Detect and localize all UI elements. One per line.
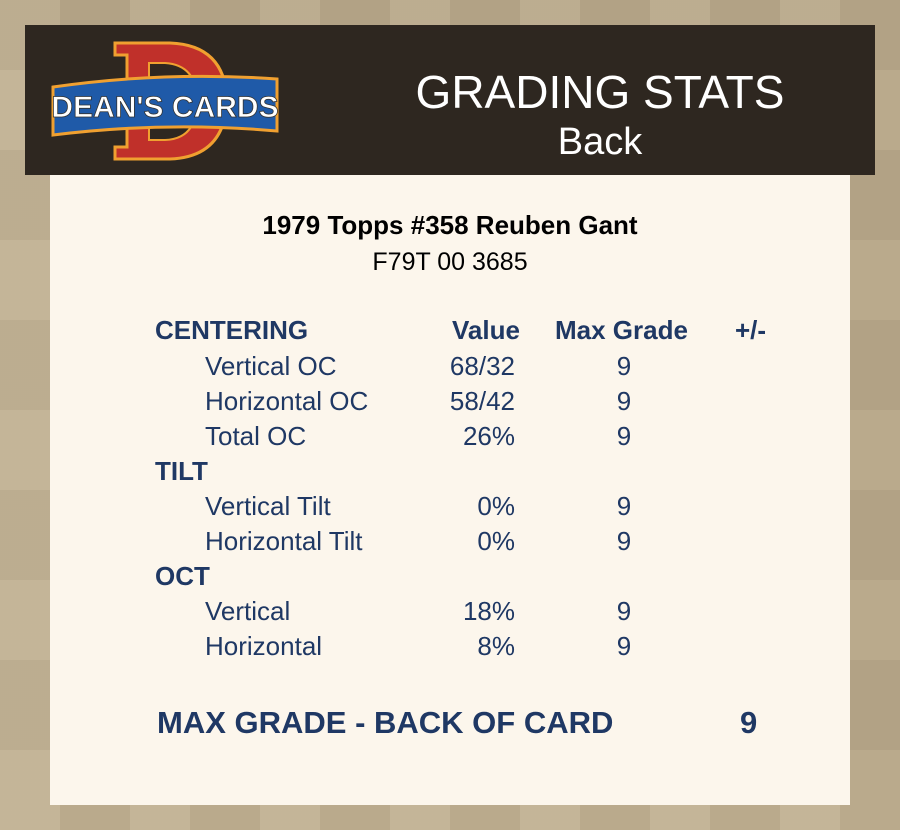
table-row: Horizontal Tilt 0% 9	[0, 526, 900, 560]
summary-grade: 9	[740, 705, 758, 740]
row-value: 0%	[477, 491, 515, 521]
table-row: Total OC 26% 9	[0, 421, 900, 455]
section-header-oct: OCT	[0, 561, 900, 595]
row-max-grade: 9	[616, 386, 632, 416]
row-value: 58/42	[449, 386, 515, 416]
row-max-grade: 9	[616, 596, 632, 626]
header-banner: DEAN'S CARDS GRADING STATS Back	[25, 25, 875, 175]
row-value: 68/32	[449, 351, 515, 381]
section-header-centering: CENTERING Value Max Grade +/-	[0, 315, 900, 349]
row-label: Vertical Tilt	[205, 491, 331, 521]
column-header-value: Value	[452, 315, 520, 345]
row-value: 18%	[462, 596, 515, 626]
svg-text:DEAN'S CARDS: DEAN'S CARDS	[51, 91, 278, 124]
row-value: 0%	[477, 526, 515, 556]
stats-card	[50, 175, 850, 805]
table-row: Vertical OC 68/32 9	[0, 351, 900, 385]
page-subtitle: Back	[557, 121, 643, 163]
table-row: Vertical 18% 9	[0, 596, 900, 630]
section-title: OCT	[155, 561, 210, 591]
deans-cards-logo: DEAN'S CARDS	[51, 41, 279, 161]
row-value: 8%	[477, 631, 515, 661]
row-label: Horizontal Tilt	[205, 526, 363, 556]
table-row: Horizontal 8% 9	[0, 631, 900, 665]
row-max-grade: 9	[616, 351, 632, 381]
section-title: CENTERING	[155, 315, 309, 345]
row-max-grade: 9	[616, 421, 632, 451]
section-header-tilt: TILT	[0, 456, 900, 490]
page-title: GRADING STATS	[415, 66, 785, 118]
row-value: 26%	[462, 421, 515, 451]
table-row: Horizontal OC 58/42 9	[0, 386, 900, 420]
card-name: 1979 Topps #358 Reuben Gant	[262, 210, 638, 240]
row-label: Vertical	[205, 596, 291, 626]
row-max-grade: 9	[616, 631, 632, 661]
row-label: Total OC	[205, 421, 307, 451]
cert-number: F79T 00 3685	[372, 248, 528, 276]
row-label: Horizontal OC	[205, 386, 369, 416]
row-label: Horizontal	[205, 631, 323, 661]
row-max-grade: 9	[616, 491, 632, 521]
summary-label: MAX GRADE - BACK OF CARD	[157, 705, 614, 740]
table-row: Vertical Tilt 0% 9	[0, 491, 900, 525]
column-header-plus-minus: +/-	[735, 315, 767, 345]
column-header-max-grade: Max Grade	[555, 315, 688, 345]
section-title: TILT	[155, 456, 208, 486]
row-label: Vertical OC	[205, 351, 337, 381]
row-max-grade: 9	[616, 526, 632, 556]
